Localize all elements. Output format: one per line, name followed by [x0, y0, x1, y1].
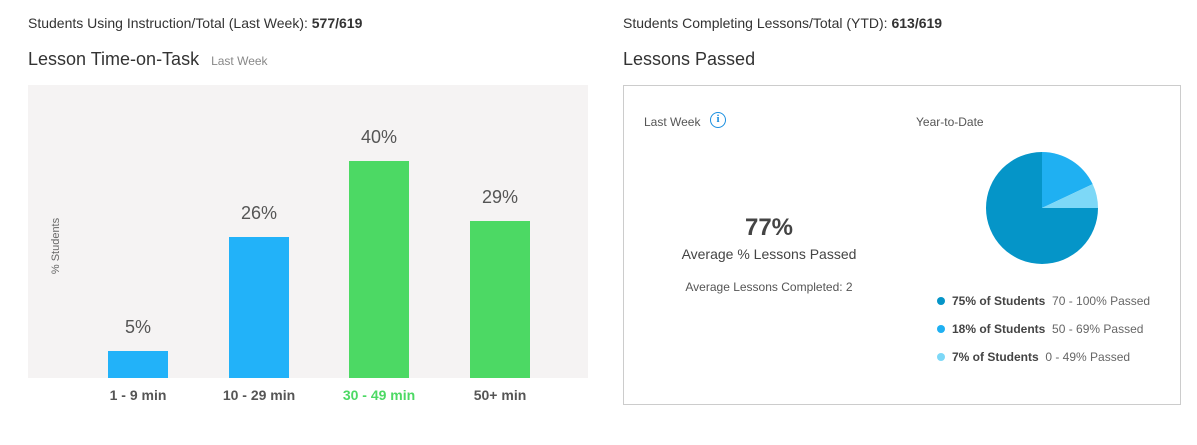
x-tick-4: 50+ min: [473, 387, 527, 403]
legend-strong-high: 75% of Students: [952, 294, 1046, 308]
legend-dot-high: [937, 296, 945, 305]
legend-range-high: 70 - 100% Passed: [1052, 294, 1151, 308]
students-using-instruction-stat: Students Using Instruction/Total (Last W…: [28, 15, 362, 31]
bar-2: [229, 237, 289, 378]
x-tick-3: 30 - 49 min: [342, 387, 416, 403]
legend-item-high: 75% of Students 70 - 100% Passed: [937, 294, 1150, 308]
ytd-pie-chart: [986, 152, 1098, 264]
y-axis-label: % Students: [50, 217, 62, 275]
legend-item-mid: 18% of Students 50 - 69% Passed: [937, 322, 1143, 336]
stat-left-value: 577/619: [311, 15, 363, 31]
bar-3: [349, 161, 409, 378]
legend-dot-mid: [937, 324, 945, 333]
stat-right-label: Students Completing Lessons/Total (YTD):: [623, 15, 888, 31]
lessons-passed-title: Lessons Passed: [623, 49, 756, 69]
bar-value-label-1: 5%: [124, 317, 151, 337]
time-on-task-title: Lesson Time-on-Task: [28, 49, 200, 69]
legend-strong-mid: 18% of Students: [952, 322, 1046, 336]
legend-strong-low: 7% of Students: [952, 350, 1039, 364]
time-on-task-chart: % Students 5% 26% 40% 29%: [28, 85, 588, 378]
stat-left-label: Students Using Instruction/Total (Last W…: [28, 15, 308, 31]
year-to-date-label: Year-to-Date: [916, 115, 984, 129]
average-percent-value: 77%: [744, 214, 794, 241]
pie-slice-3: [1042, 184, 1098, 208]
info-icon[interactable]: i: [710, 112, 726, 128]
bar-4: [470, 221, 530, 378]
last-week-label: Last Week: [644, 115, 701, 129]
legend-item-low: 7% of Students 0 - 49% Passed: [937, 350, 1130, 364]
students-completing-lessons-stat: Students Completing Lessons/Total (YTD):…: [623, 15, 942, 31]
legend-dot-low: [937, 352, 945, 361]
x-tick-2: 10 - 29 min: [222, 387, 296, 403]
stat-right-value: 613/619: [891, 15, 943, 31]
bar-value-label-4: 29%: [481, 187, 519, 207]
average-lessons-completed: Average Lessons Completed: 2: [685, 280, 853, 294]
time-on-task-subtitle: Last Week: [211, 54, 268, 68]
legend-range-mid: 50 - 69% Passed: [1052, 322, 1144, 336]
bar-1: [108, 351, 168, 378]
x-tick-1: 1 - 9 min: [109, 387, 167, 403]
legend-range-low: 0 - 49% Passed: [1045, 350, 1131, 364]
bar-value-label-2: 26%: [240, 203, 278, 223]
time-on-task-heading: Lesson Time-on-Task Last Week: [28, 49, 268, 70]
bar-value-label-3: 40%: [360, 127, 398, 147]
average-percent-label: Average % Lessons Passed: [681, 246, 857, 262]
pie-slice-2: [1042, 152, 1093, 208]
lessons-passed-panel: Last Week i Year-to-Date 77% Average % L…: [623, 85, 1181, 405]
